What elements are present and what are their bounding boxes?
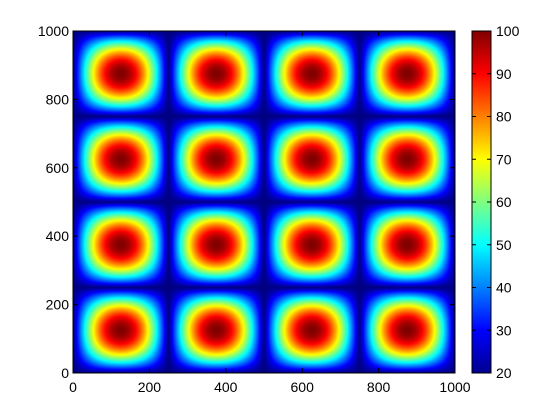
x-tick-label: 800 (367, 379, 391, 395)
colorbar-tick-label: 40 (496, 280, 512, 296)
x-tick-label: 600 (291, 379, 315, 395)
x-tick-label: 200 (138, 379, 162, 395)
y-tick-label: 0 (61, 365, 69, 381)
colorbar-tick-label: 70 (496, 151, 512, 167)
y-tick-label: 400 (46, 228, 70, 244)
x-axis-ticks: 0 200 400 600 800 1000 (69, 31, 471, 395)
heatmap-field (73, 31, 455, 373)
plot-axes-frame (72, 30, 456, 374)
colorbar-tick-label: 30 (496, 322, 512, 338)
x-tick-label: 0 (69, 379, 77, 395)
colorbar-ticks: 20 30 40 50 60 70 80 90 100 (472, 23, 520, 381)
colorbar-gradient (472, 31, 491, 373)
x-tick-label: 400 (214, 379, 238, 395)
colorbar-tick-label: 80 (496, 109, 512, 125)
colorbar-tick-label: 60 (496, 194, 512, 210)
y-tick-label: 800 (46, 91, 70, 107)
y-tick-label: 600 (46, 160, 70, 176)
heatmap-plot-area: 0 200 400 600 800 1000 0 200 400 600 800 1000 (38, 23, 471, 395)
y-axis-ticks: 0 200 400 600 800 1000 (38, 23, 455, 381)
x-tick-label: 1000 (439, 379, 470, 395)
colorbar-tick-label: 100 (496, 23, 520, 39)
colorbar: 20 30 40 50 60 70 80 90 100 (471, 23, 520, 381)
colorbar-tick-label: 90 (496, 66, 512, 82)
colorbar-tick-label: 50 (496, 237, 512, 253)
y-tick-label: 1000 (38, 23, 69, 39)
y-tick-label: 200 (46, 297, 70, 313)
colorbar-tick-label: 20 (496, 365, 512, 381)
